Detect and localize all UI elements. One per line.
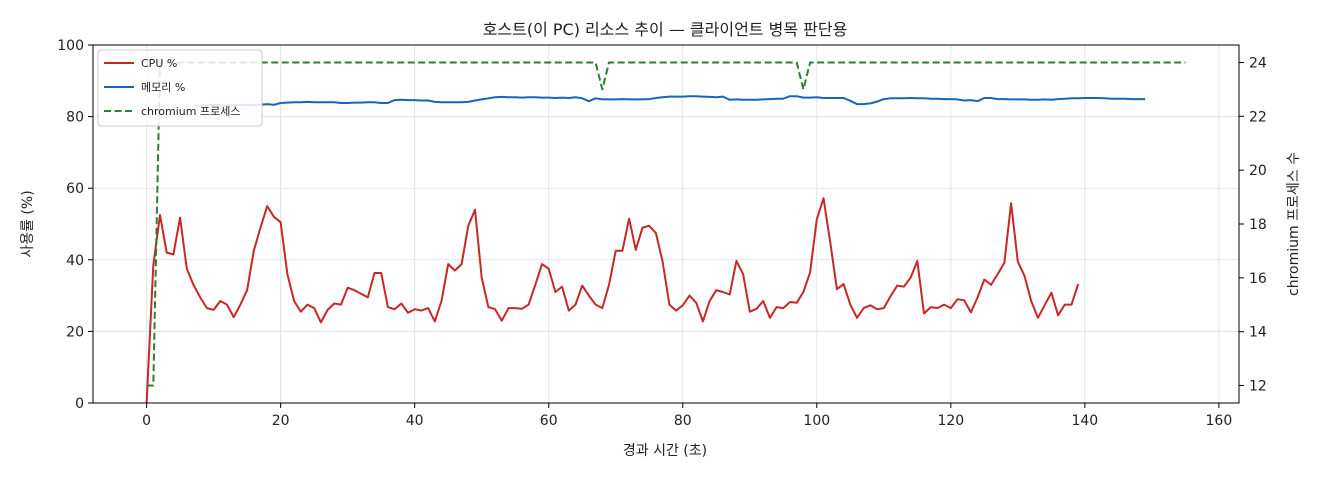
x-tick-label: 140 bbox=[1071, 413, 1098, 429]
y2-tick-label: 14 bbox=[1249, 325, 1267, 341]
series-line-3 bbox=[146, 61, 1186, 387]
series-lines bbox=[145, 61, 1186, 404]
x-tick-label: 40 bbox=[406, 413, 424, 429]
y2-tick-label: 12 bbox=[1249, 379, 1267, 395]
y-axis-left: 0 20 40 60 80 100 bbox=[57, 38, 93, 412]
chart-title: 호스트(이 PC) 리소스 추이 — 클라이언트 병목 판단용 bbox=[483, 20, 848, 39]
legend: CPU % 메모리 % chromium 프로세스 bbox=[97, 49, 263, 127]
x-tick-label: 160 bbox=[1206, 413, 1233, 429]
y-tick-label: 40 bbox=[66, 253, 84, 269]
y-axis-right: 12 14 16 18 20 22 24 bbox=[1239, 55, 1267, 395]
y-tick-label: 0 bbox=[75, 396, 84, 412]
x-axis: 0 20 40 60 80 100 120 140 160 bbox=[142, 403, 1232, 429]
y2-tick-label: 16 bbox=[1249, 271, 1267, 287]
x-axis-title: 경과 시간 (초) bbox=[623, 443, 707, 459]
x-tick-label: 0 bbox=[142, 413, 151, 429]
x-tick-label: 20 bbox=[272, 413, 290, 429]
x-tick-label: 100 bbox=[803, 413, 830, 429]
legend-label: CPU % bbox=[141, 57, 177, 70]
legend-label: chromium 프로세스 bbox=[141, 105, 240, 118]
y2-tick-label: 24 bbox=[1249, 55, 1267, 71]
y-tick-label: 80 bbox=[66, 110, 84, 126]
y2-axis-title: chromium 프로세스 수 bbox=[1286, 152, 1302, 296]
legend-label: 메모리 % bbox=[141, 81, 185, 94]
y2-tick-label: 18 bbox=[1249, 217, 1267, 233]
y-tick-label: 100 bbox=[57, 38, 84, 54]
series-line-1 bbox=[145, 197, 1080, 404]
legend-box bbox=[97, 49, 263, 127]
series-line-2 bbox=[193, 95, 1146, 107]
y-tick-label: 60 bbox=[66, 181, 84, 197]
y2-tick-label: 22 bbox=[1249, 109, 1267, 125]
y-axis-title: 사용률 (%) bbox=[20, 190, 36, 257]
y2-tick-label: 20 bbox=[1249, 163, 1267, 179]
y-tick-label: 20 bbox=[66, 324, 84, 340]
x-tick-label: 120 bbox=[937, 413, 964, 429]
x-tick-label: 60 bbox=[540, 413, 558, 429]
x-tick-label: 80 bbox=[674, 413, 692, 429]
